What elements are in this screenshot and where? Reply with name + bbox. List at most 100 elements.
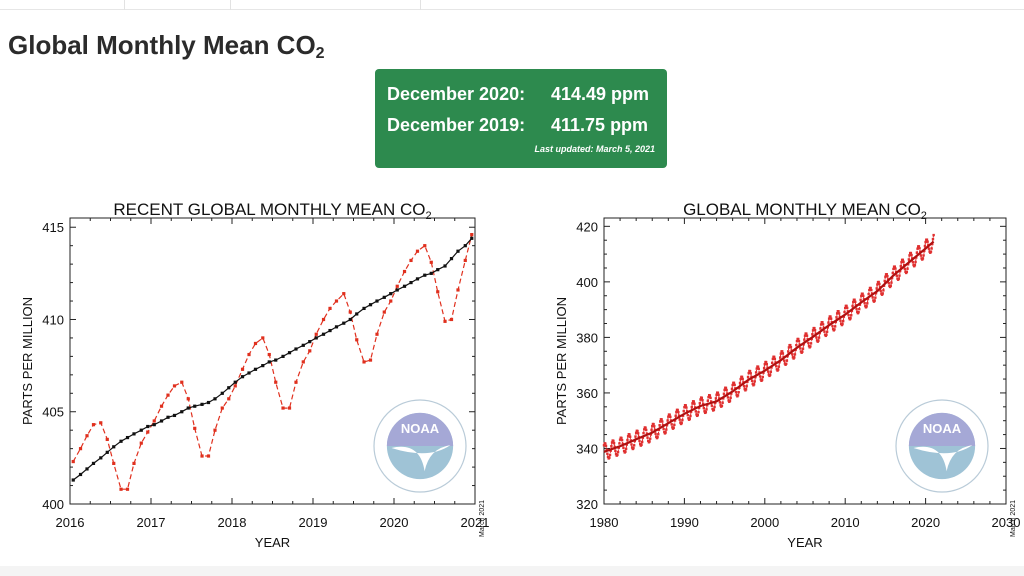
monthly-mean-point: [890, 281, 893, 284]
monthly-mean-point: [423, 244, 427, 248]
monthly-mean-point: [774, 365, 778, 368]
chart-title: RECENT GLOBAL MONTHLY MEAN CO2: [113, 200, 431, 222]
chart-title-subscript: 2: [921, 210, 927, 222]
monthly-mean-point: [781, 350, 784, 353]
monthly-mean-point: [112, 461, 116, 466]
monthly-mean-point: [321, 317, 326, 322]
monthly-mean-point: [287, 406, 292, 410]
trend-point: [247, 371, 251, 375]
monthly-mean-point: [146, 430, 150, 434]
monthly-mean-point: [651, 424, 654, 428]
recent-co2-chart: RECENT GLOBAL MONTHLY MEAN CO2 2016 2017 20…: [20, 200, 489, 550]
monthly-mean-point: [294, 380, 298, 384]
monthly-mean-point: [852, 300, 855, 304]
monthly-mean-point: [709, 396, 712, 400]
monthly-mean-point: [213, 428, 217, 432]
trend-point: [314, 336, 318, 340]
monthly-mean-point: [813, 326, 816, 330]
top-tab-strip: [0, 0, 1024, 10]
monthly-mean-point: [731, 383, 734, 387]
monthly-mean-point: [628, 433, 631, 436]
monthly-mean-point: [807, 341, 810, 345]
monthly-mean-point: [645, 428, 648, 432]
monthly-mean-point: [908, 254, 911, 257]
monthly-mean-point: [868, 288, 871, 292]
monthly-mean-point: [851, 304, 854, 308]
monthly-mean-point: [429, 260, 433, 264]
monthly-mean-point: [799, 350, 803, 353]
monthly-mean-point: [748, 369, 752, 373]
monthly-mean-point: [872, 299, 875, 302]
monthly-mean-point: [831, 324, 834, 328]
monthly-mean-point: [821, 321, 824, 324]
monthly-mean-point: [725, 388, 728, 392]
monthly-mean-point: [708, 394, 712, 397]
monthly-mean-point: [382, 310, 386, 314]
monthly-mean-point: [759, 378, 762, 381]
monthly-mean-point: [722, 392, 726, 395]
monthly-mean-point: [682, 409, 685, 413]
monthly-mean-point: [648, 440, 651, 443]
monthly-mean-point: [898, 274, 901, 277]
date-side-note: March 2021: [1010, 500, 1017, 537]
monthly-mean-point: [180, 380, 184, 384]
monthly-mean-point: [771, 357, 775, 361]
monthly-mean-point: [767, 373, 771, 376]
monthly-mean-point: [719, 404, 722, 407]
monthly-mean-point: [749, 372, 752, 375]
monthly-mean-point: [797, 337, 800, 341]
monthly-mean-point: [910, 253, 913, 257]
monthly-mean-point: [918, 247, 921, 250]
noaa-logo: NOAA: [373, 399, 467, 493]
summary-row: December 2020: 414.49 ppm: [387, 84, 649, 105]
monthly-mean-point: [705, 404, 709, 407]
monthly-mean-point: [906, 267, 909, 270]
monthly-mean-point: [724, 386, 728, 390]
monthly-mean-point: [764, 360, 768, 364]
monthly-mean-point: [744, 388, 748, 391]
monthly-mean-point: [839, 322, 843, 325]
x-tick-label: 2010: [831, 515, 860, 530]
monthly-mean-point: [610, 444, 613, 448]
monthly-mean-point: [737, 391, 740, 394]
longterm-co2-chart: GLOBAL MONTHLY MEAN CO2 1980 1990 2000 2010 2…: [554, 200, 1020, 550]
monthly-mean-point: [763, 362, 766, 366]
monthly-mean-point: [843, 310, 846, 314]
trend-point: [389, 292, 393, 296]
monthly-mean-point: [671, 426, 674, 429]
trend-point: [220, 391, 224, 395]
trend-line: [603, 240, 935, 453]
monthly-mean-point: [220, 406, 224, 410]
monthly-mean-point: [858, 307, 861, 311]
monthly-mean-point: [837, 310, 840, 313]
monthly-mean-point: [701, 399, 704, 402]
x-tick-label: 2019: [299, 515, 328, 530]
monthly-mean-point: [823, 330, 826, 333]
monthly-mean-point: [753, 380, 756, 383]
trend-point: [334, 325, 339, 329]
monthly-mean-point: [132, 461, 136, 466]
monthly-mean-point: [797, 339, 801, 343]
monthly-mean-point: [911, 260, 915, 264]
noaa-logo-bird: [913, 445, 973, 472]
monthly-mean-point: [903, 267, 907, 271]
trend-point: [449, 256, 454, 261]
monthly-mean-point: [870, 288, 873, 292]
monthly-mean-point: [647, 439, 650, 443]
monthly-mean-point: [850, 314, 853, 317]
monthly-mean-point: [608, 456, 611, 459]
y-axis-label: PARTS PER MILLION: [20, 297, 35, 425]
monthly-mean-point: [694, 410, 697, 413]
monthly-mean-point: [691, 402, 694, 405]
monthly-mean-point: [443, 319, 447, 323]
latest-values-box: December 2020: 414.49 ppm December 2019: 4…: [375, 69, 667, 168]
monthly-mean-point: [618, 442, 621, 445]
monthly-mean-point: [884, 275, 887, 278]
monthly-mean-point: [827, 317, 831, 320]
monthly-mean-point: [835, 312, 839, 315]
monthly-mean-point: [395, 284, 399, 288]
monthly-mean-point: [805, 334, 809, 337]
monthly-mean-point: [932, 233, 935, 237]
monthly-mean-point: [696, 413, 699, 417]
monthly-mean-point: [721, 401, 724, 404]
